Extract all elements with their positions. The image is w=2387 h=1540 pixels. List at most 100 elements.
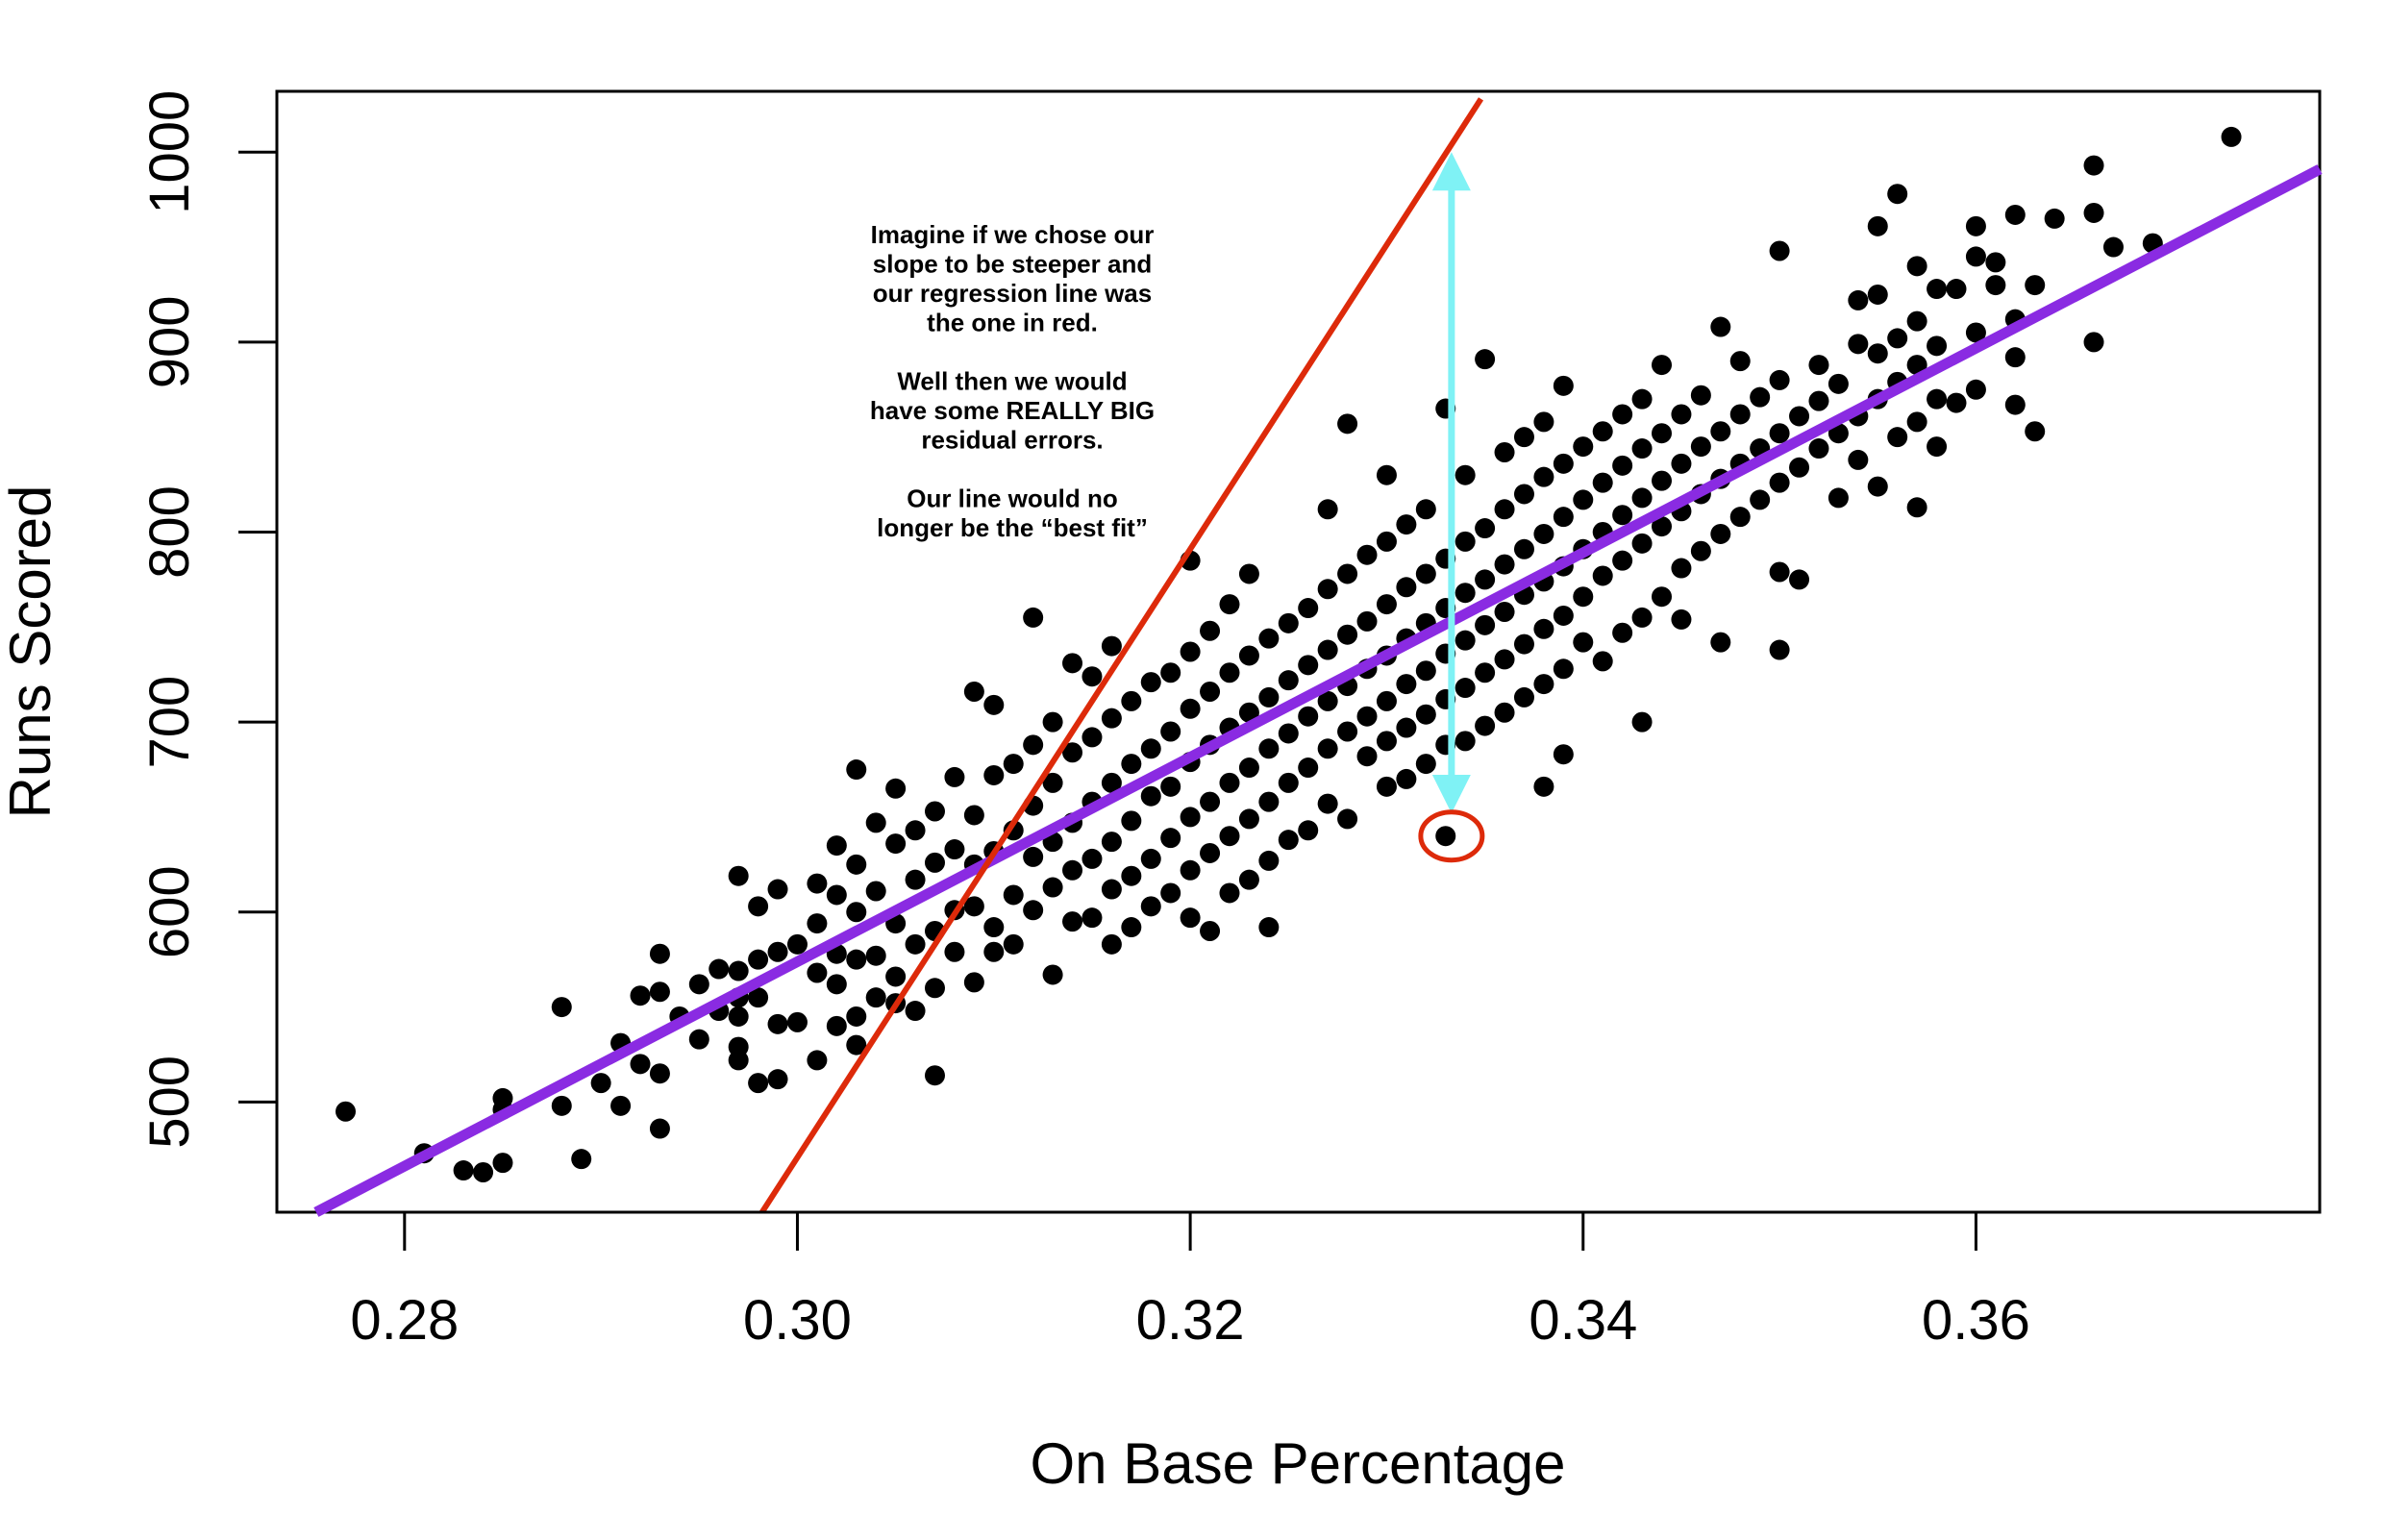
data-point [1121, 754, 1142, 775]
data-point [1455, 731, 1476, 752]
data-point [1906, 411, 1927, 433]
data-point [2004, 204, 2026, 225]
data-point [1671, 404, 1692, 425]
y-tick-label: 600 [138, 865, 201, 958]
data-point [1573, 489, 1594, 510]
data-point [1258, 917, 1280, 938]
data-point [1003, 754, 1024, 775]
data-point [786, 933, 808, 955]
data-point [1278, 830, 1299, 851]
data-point [1906, 497, 1927, 518]
lines-layer [313, 97, 2323, 1217]
data-point [1513, 686, 1534, 708]
annotation-line: longer be the “best fit” [877, 513, 1148, 542]
data-point [1042, 711, 1063, 733]
data-point [1219, 826, 1240, 847]
data-point [1121, 917, 1142, 938]
data-point [1769, 561, 1790, 583]
data-point [1671, 453, 1692, 474]
data-point [1946, 279, 1967, 300]
data-point [1592, 651, 1613, 672]
data-point [1553, 744, 1574, 765]
data-point [1690, 540, 1711, 561]
data-point [1592, 472, 1613, 493]
annotation-line: Imagine if we chose our [871, 220, 1155, 249]
data-point [473, 1161, 494, 1182]
data-point [1160, 776, 1181, 797]
best-fit-line [313, 164, 2323, 1217]
y-tick-label: 500 [138, 1056, 201, 1149]
data-point [1337, 563, 1358, 584]
data-point [709, 958, 730, 980]
data-point [1219, 662, 1240, 683]
data-point [1475, 715, 1496, 736]
data-point [1769, 639, 1790, 660]
data-point [826, 974, 847, 995]
data-point [1180, 698, 1201, 719]
data-point [551, 997, 572, 1018]
data-point [2083, 332, 2104, 353]
data-point [1317, 738, 1338, 759]
data-point [983, 764, 1005, 785]
data-point [1769, 423, 1790, 444]
data-point [649, 943, 670, 964]
data-point [1513, 427, 1534, 448]
data-point [1376, 594, 1397, 615]
data-point [1238, 758, 1259, 779]
data-point [944, 941, 965, 962]
data-point [1101, 772, 1122, 793]
data-point [1376, 690, 1397, 711]
data-point [1494, 601, 1515, 622]
data-point [846, 759, 867, 781]
data-point [1238, 563, 1259, 584]
data-point [1985, 252, 2006, 273]
data-point [1023, 607, 1044, 628]
data-point [336, 1101, 357, 1122]
data-point [1848, 289, 1869, 310]
data-point [1750, 386, 1771, 408]
data-point [1612, 505, 1633, 526]
data-point [1573, 436, 1594, 458]
data-point [1356, 610, 1378, 632]
data-point [1494, 554, 1515, 575]
data-point [1789, 457, 1810, 478]
annotation-line: slope to be steeper and [873, 250, 1152, 279]
data-point [1592, 565, 1613, 586]
data-point [2083, 202, 2104, 223]
data-point [1513, 484, 1534, 505]
data-point [610, 1095, 632, 1116]
data-point [1808, 390, 1829, 411]
data-point [1317, 579, 1338, 600]
data-point [1690, 385, 1711, 406]
data-point [728, 865, 749, 886]
data-point [963, 805, 984, 826]
data-point [1042, 964, 1063, 985]
data-point [944, 839, 965, 860]
data-point [1533, 523, 1554, 544]
data-point [1200, 791, 1221, 812]
data-point [924, 978, 945, 999]
residual-arrow-head-bottom [1431, 774, 1471, 813]
data-point [1415, 754, 1436, 775]
data-point [846, 1034, 867, 1056]
data-point [1101, 879, 1122, 900]
data-point [1769, 240, 1790, 261]
data-point [1612, 404, 1633, 425]
data-point [1848, 449, 1869, 470]
data-point [688, 1029, 709, 1050]
data-point [1101, 933, 1122, 955]
data-point [1769, 472, 1790, 493]
data-point [1101, 832, 1122, 853]
data-point [1553, 375, 1574, 396]
data-point [1356, 746, 1378, 767]
data-point [924, 852, 945, 873]
data-point [1435, 826, 1456, 847]
data-point [1769, 369, 1790, 390]
y-tick-label: 800 [138, 485, 201, 579]
data-point [1082, 727, 1103, 748]
data-point [1533, 411, 1554, 433]
data-point [1710, 632, 1731, 653]
plot-frame [275, 89, 2322, 1214]
data-point [767, 1069, 788, 1090]
data-point [1258, 686, 1280, 708]
